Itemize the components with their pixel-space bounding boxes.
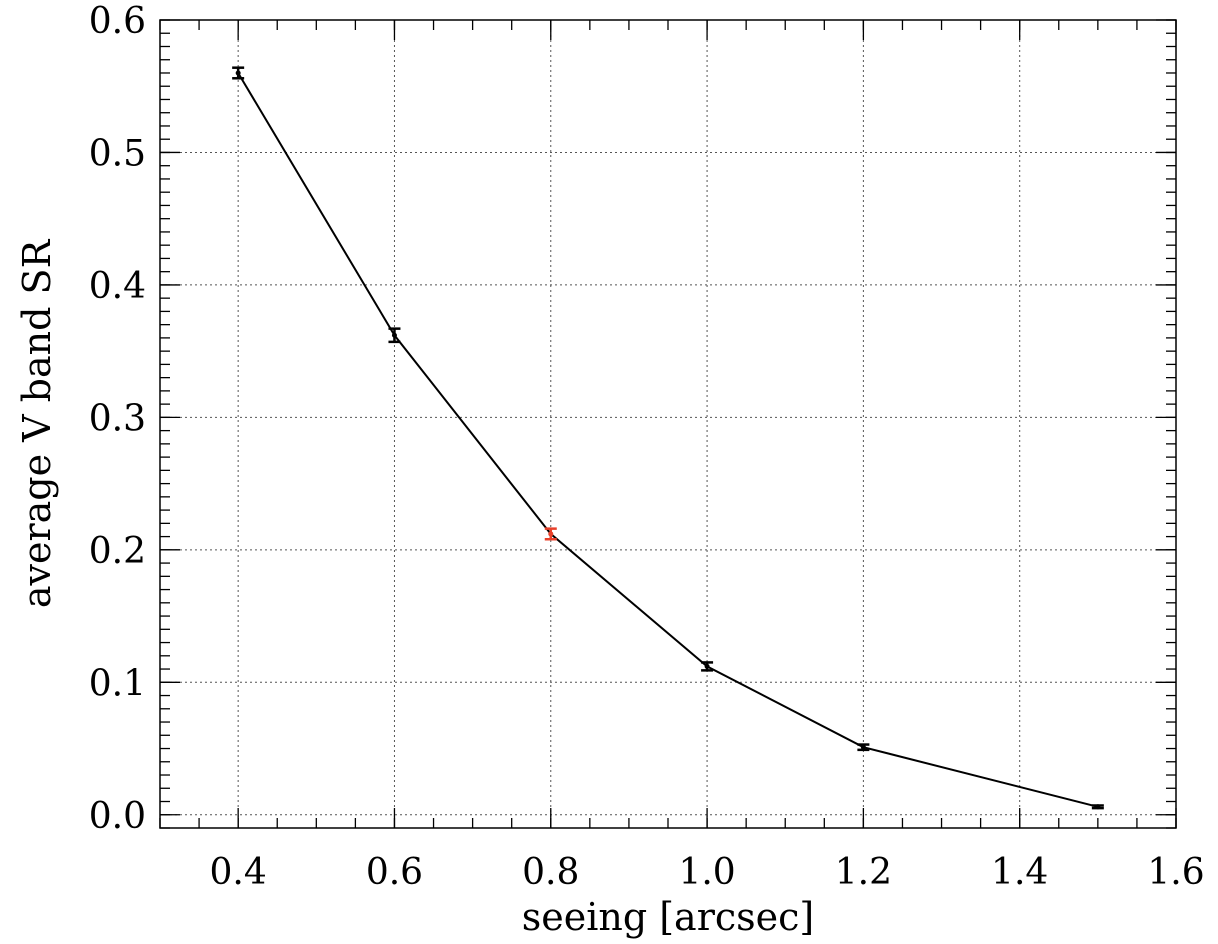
axis-ticks: [159, 19, 1177, 829]
x-tick-label: 0.8: [522, 852, 579, 893]
x-tick-label: 1.0: [678, 852, 735, 893]
y-axis-title: average V band SR: [15, 238, 59, 608]
data-point: [391, 332, 397, 338]
y-tick-label: 0.2: [89, 531, 146, 572]
series-line: [237, 72, 1099, 808]
x-axis-title: seeing [arcsec]: [522, 895, 815, 939]
y-tick-label: 0.1: [89, 663, 146, 704]
x-tick-label: 1.4: [991, 852, 1048, 893]
data-point: [860, 744, 866, 750]
series-layer: [232, 66, 1104, 810]
x-tick-label: 1.6: [1147, 852, 1204, 893]
x-tick-label: 0.6: [366, 852, 423, 893]
grid-lines: [160, 20, 1176, 828]
x-tick-label: 0.4: [210, 852, 267, 893]
tick-labels: 0.4 0.6 0.8 1.0 1.2 1.4 1.6 0.0 0.1 0.2 0.3 0.4 0.5 0…: [89, 1, 1205, 893]
error-bar: [857, 743, 870, 752]
y-tick-label: 0.5: [89, 133, 146, 174]
y-tick-label: 0.3: [89, 398, 146, 439]
data-point: [235, 70, 241, 76]
data-point: [1095, 804, 1101, 810]
error-bar: [1091, 804, 1104, 810]
x-tick-label: 1.2: [835, 852, 892, 893]
data-point: [704, 663, 710, 669]
plot-frame: [159, 19, 1177, 829]
data-point: [548, 531, 554, 537]
error-bar: [232, 66, 245, 80]
y-tick-label: 0.0: [89, 796, 146, 837]
y-tick-label: 0.4: [89, 266, 146, 307]
error-bar: [701, 661, 714, 672]
error-bar: [388, 327, 401, 344]
error-bar: [544, 527, 557, 541]
y-tick-label: 0.6: [89, 1, 146, 42]
